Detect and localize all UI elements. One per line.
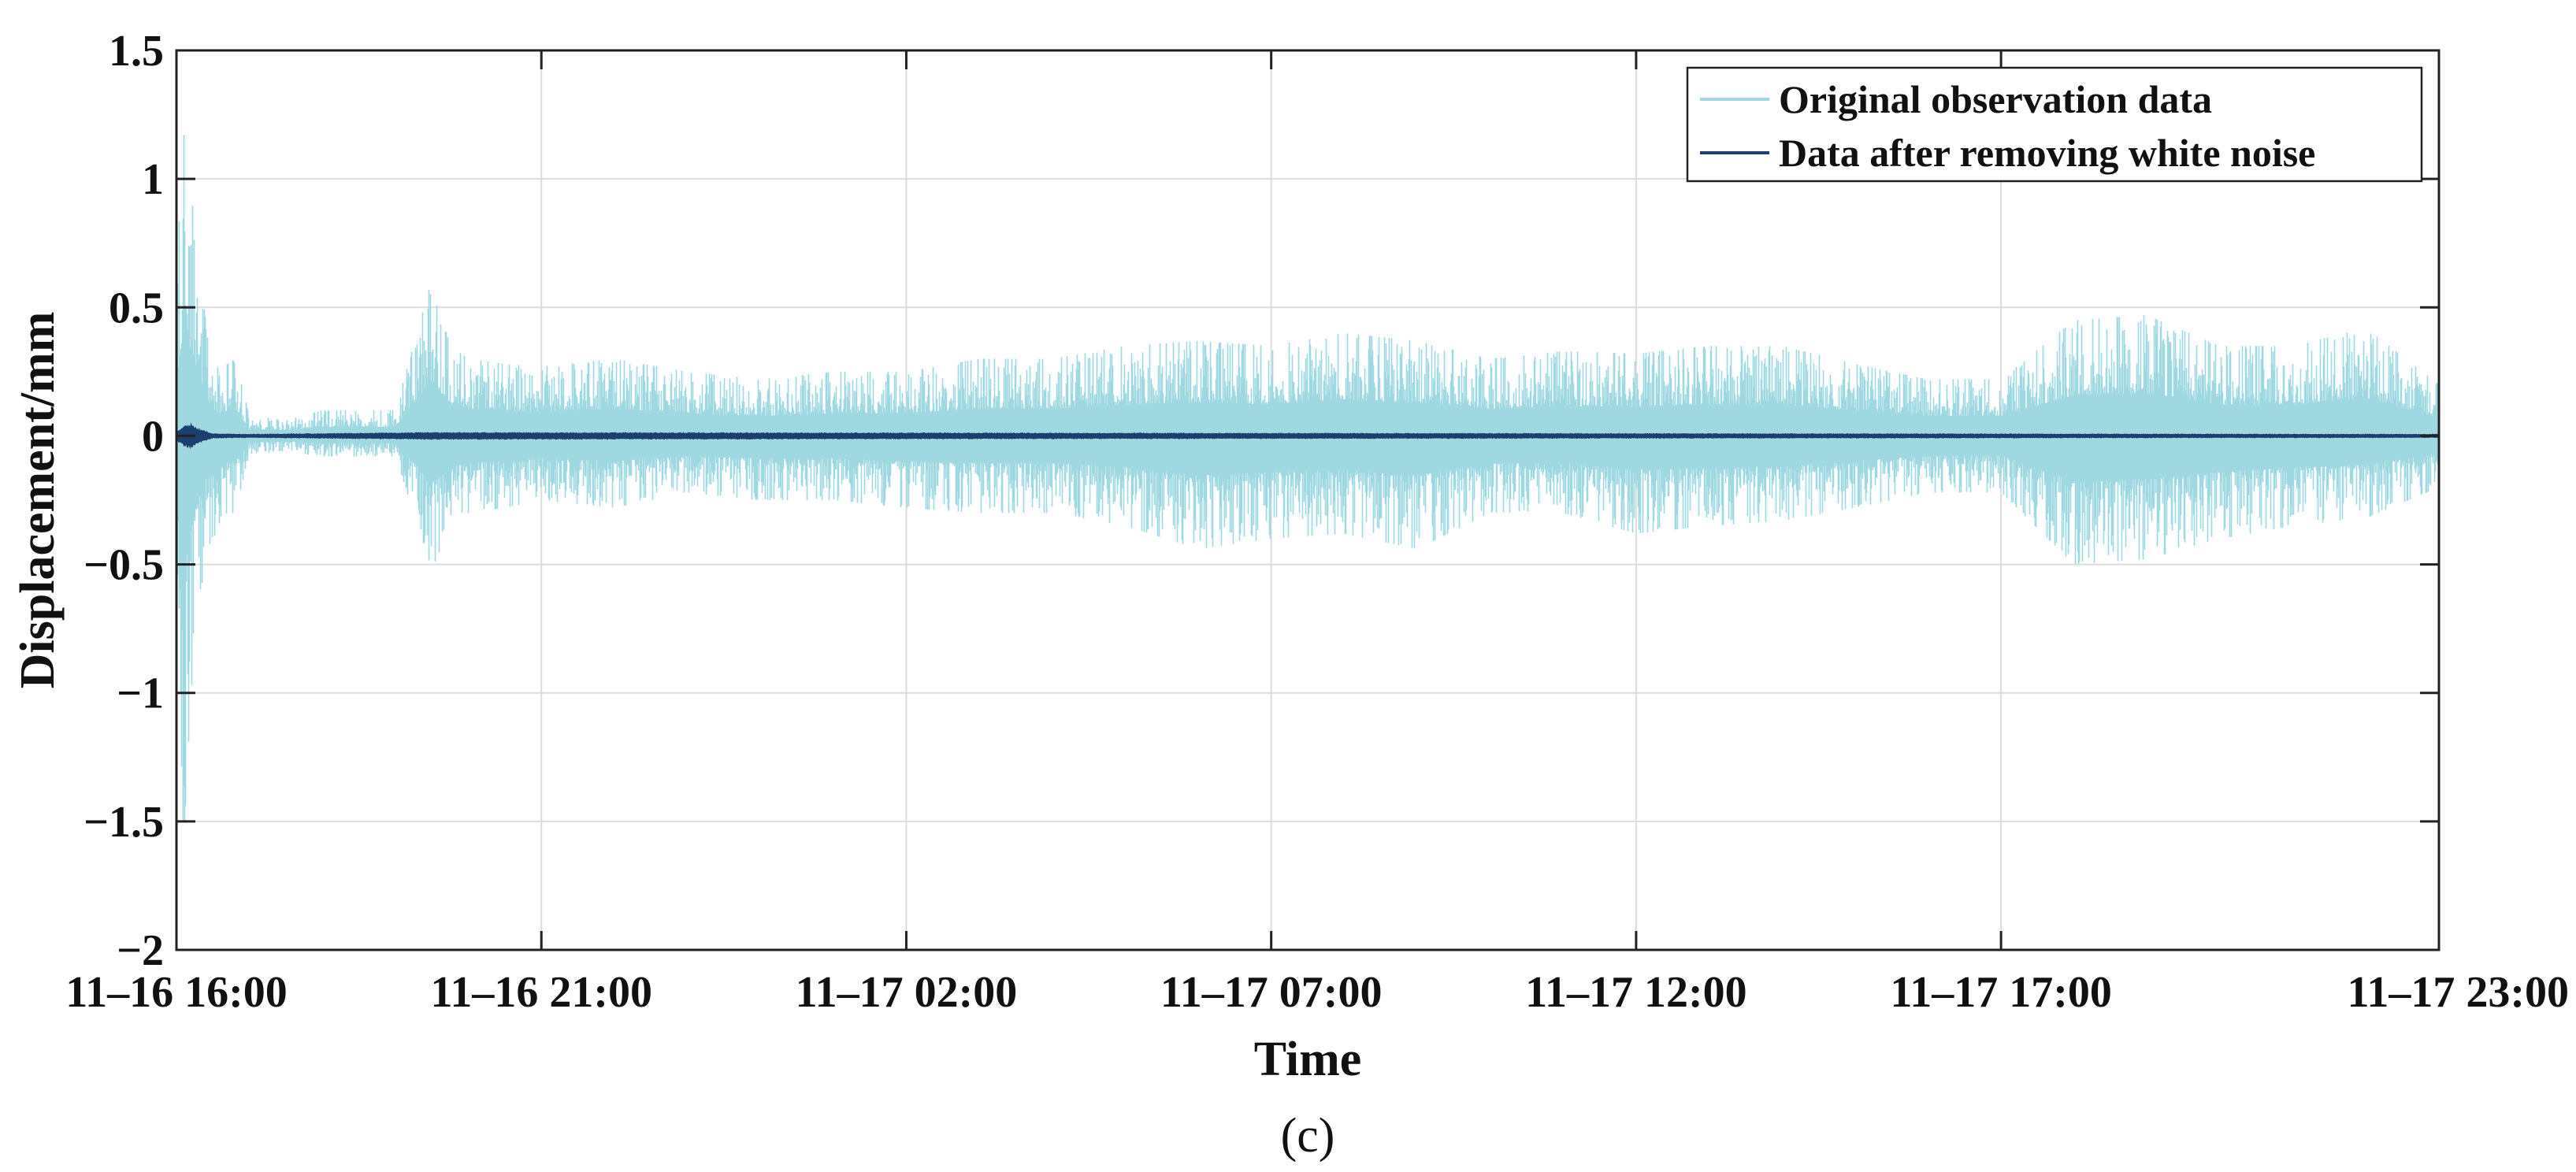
x-tick-label: 11–17 12:00 (1525, 968, 1747, 1017)
y-tick-label: 1.5 (109, 27, 164, 76)
x-tick-labels: 11–16 16:00 11–16 21:00 11–17 02:00 11–17 0… (65, 968, 2569, 1017)
y-tick-label: −1 (117, 669, 164, 718)
legend-box (1686, 66, 2423, 183)
axis-ticks (175, 49, 2441, 951)
x-tick-label: 11–16 21:00 (430, 968, 652, 1017)
y-tick-label: −0.5 (84, 541, 164, 590)
panel-label: (c) (1281, 1109, 1335, 1163)
x-tick-label: 11–17 02:00 (796, 968, 1018, 1017)
x-tick-label: 11–17 23:00 (2347, 968, 2569, 1017)
y-tick-label: −1.5 (84, 798, 164, 847)
x-tick-label: 11–17 17:00 (1890, 968, 2112, 1017)
plot-frame (175, 49, 2441, 951)
y-axis-title: Displacement/mm (11, 312, 65, 689)
y-tick-label: 0.5 (109, 284, 164, 332)
y-tick-label: 0 (142, 412, 164, 461)
legend-label-denoised: Data after removing white noise (1779, 131, 2315, 175)
x-tick-label: 11–16 16:00 (65, 968, 288, 1017)
x-tick-label: 11–17 07:00 (1160, 968, 1383, 1017)
x-axis-title: Time (1254, 1033, 1362, 1086)
y-tick-label: −2 (117, 926, 164, 975)
y-tick-label: 1 (142, 155, 164, 204)
legend: Original observation data Data after rem… (1686, 66, 2423, 183)
y-tick-labels: −2 −1.5 −1 −0.5 0 0.5 1 1.5 (84, 27, 164, 975)
legend-label-original: Original observation data (1779, 77, 2212, 121)
